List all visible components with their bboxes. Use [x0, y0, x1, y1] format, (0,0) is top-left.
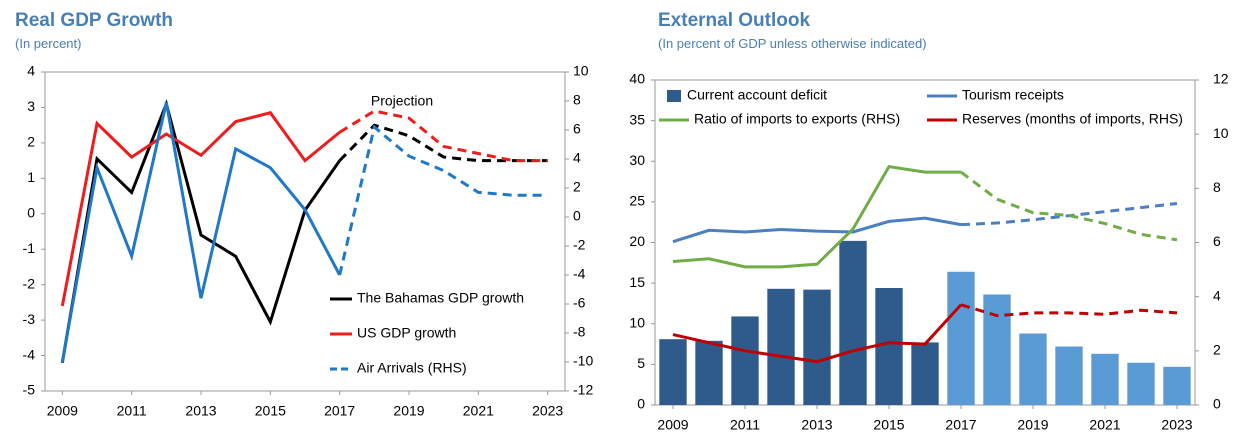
y2-tick-label: -6 — [573, 295, 586, 311]
legend-label: Reserves (months of imports, RHS) — [962, 111, 1183, 127]
y-tick-label: -2 — [23, 275, 36, 291]
y2-tick-label: 10 — [573, 63, 589, 79]
y2-tick-label: 4 — [1213, 287, 1221, 303]
chart-title: Real GDP Growth — [15, 10, 173, 31]
bar — [1019, 333, 1047, 405]
bar — [911, 342, 939, 405]
y2-tick-label: 6 — [1213, 233, 1221, 249]
y2-tick-label: 2 — [573, 179, 581, 195]
bar — [1163, 366, 1191, 405]
y-tick-label: 0 — [27, 204, 35, 220]
x-tick-label: 2015 — [255, 403, 286, 419]
bar — [1055, 346, 1083, 405]
y2-tick-label: -10 — [573, 353, 593, 369]
legend-label: Current account deficit — [687, 87, 827, 103]
chart-subtitle: (In percent) — [15, 36, 81, 51]
bar — [1127, 362, 1155, 405]
bar — [803, 289, 831, 405]
legend-label: US GDP growth — [357, 325, 456, 341]
x-tick-label: 2023 — [1161, 417, 1192, 433]
y-tick-label: -1 — [23, 240, 36, 256]
bar — [947, 271, 975, 405]
legend-label: Ratio of imports to exports (RHS) — [694, 111, 900, 127]
plot-frame — [44, 71, 566, 392]
projection-line — [960, 303, 1178, 318]
x-tick-label: 2011 — [730, 417, 760, 433]
bar — [1091, 353, 1119, 405]
line — [672, 165, 961, 269]
x-tick-label: 2015 — [873, 417, 904, 433]
chart-title: External Outlook — [658, 10, 810, 31]
bar — [839, 240, 867, 405]
y2-tick-label: 2 — [1213, 342, 1221, 358]
x-tick-label: 2017 — [324, 403, 355, 419]
bar — [695, 340, 723, 405]
line — [60, 111, 341, 307]
line — [672, 216, 962, 244]
y2-tick-label: -8 — [573, 324, 586, 340]
y-tick-label: 10 — [629, 314, 645, 330]
y2-tick-label: 0 — [573, 208, 581, 224]
projection-line — [338, 124, 548, 276]
x-tick-label: 2009 — [47, 403, 78, 419]
y-tick-label: -5 — [23, 382, 36, 398]
y-tick-label: 3 — [27, 98, 35, 114]
y2-tick-label: 8 — [573, 92, 581, 108]
y2-tick-label: 0 — [1213, 396, 1221, 412]
y-tick-label: -4 — [23, 346, 36, 362]
projection-line — [960, 170, 1178, 242]
y-tick-label: 2 — [27, 134, 35, 150]
line — [60, 102, 341, 363]
bar — [983, 294, 1011, 405]
y2-tick-label: 12 — [1213, 71, 1229, 87]
annotation: Projection — [371, 93, 433, 109]
projection-line — [338, 109, 548, 163]
y-tick-label: 40 — [629, 71, 645, 87]
y2-tick-label: 4 — [573, 150, 581, 166]
y-tick-label: 35 — [629, 111, 645, 127]
y-tick-label: 20 — [629, 233, 645, 249]
x-tick-label: 2009 — [657, 417, 688, 433]
y-tick-label: 4 — [27, 63, 35, 79]
bar — [767, 288, 795, 405]
y2-tick-label: 10 — [1213, 125, 1229, 141]
y-tick-label: 30 — [629, 152, 645, 168]
line — [60, 99, 341, 363]
line — [672, 303, 963, 364]
x-tick-label: 2019 — [393, 403, 424, 419]
x-tick-label: 2023 — [532, 403, 563, 419]
legend-label: Tourism receipts — [962, 87, 1064, 103]
x-tick-label: 2021 — [1089, 417, 1120, 433]
y2-tick-label: -4 — [573, 266, 586, 282]
x-tick-label: 2017 — [945, 417, 976, 433]
bar — [731, 316, 759, 405]
y-tick-label: -3 — [23, 311, 36, 327]
y-tick-label: 0 — [637, 396, 645, 412]
x-tick-label: 2011 — [117, 403, 147, 419]
x-tick-label: 2013 — [185, 403, 216, 419]
y2-tick-label: -12 — [573, 382, 593, 398]
y2-tick-label: 6 — [573, 121, 581, 137]
y-tick-label: 5 — [637, 355, 645, 371]
y-tick-label: 25 — [629, 193, 645, 209]
x-tick-label: 2021 — [463, 403, 494, 419]
bar — [659, 339, 687, 405]
legend-swatch — [667, 90, 681, 102]
y2-tick-label: 8 — [1213, 179, 1221, 195]
y-tick-label: 1 — [27, 169, 35, 185]
y2-tick-label: -2 — [573, 237, 586, 253]
chart-subtitle: (In percent of GDP unless otherwise indi… — [658, 36, 927, 51]
x-tick-label: 2013 — [801, 417, 832, 433]
y-tick-label: 15 — [629, 274, 645, 290]
x-tick-label: 2019 — [1017, 417, 1048, 433]
legend-label: The Bahamas GDP growth — [357, 290, 524, 306]
bar — [875, 288, 903, 405]
legend-label: Air Arrivals (RHS) — [357, 360, 467, 376]
projection-line — [960, 202, 1178, 227]
